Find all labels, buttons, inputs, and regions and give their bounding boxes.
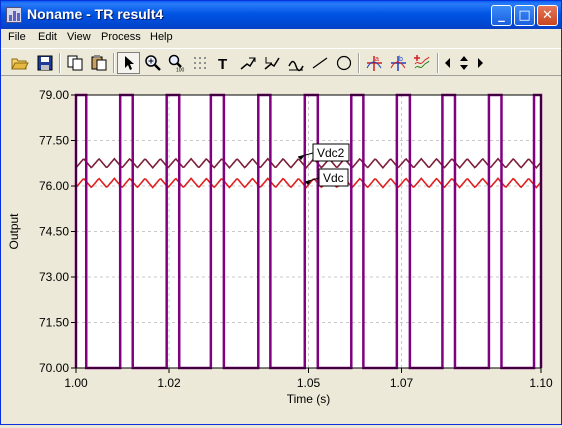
measure3-icon[interactable] — [284, 52, 307, 74]
annotation-box — [312, 143, 350, 162]
svg-text:100: 100 — [176, 68, 185, 73]
cursor-b-icon[interactable]: b — [386, 52, 409, 74]
x-axis-label: Time (s) — [287, 392, 331, 406]
menu-help[interactable]: Help — [150, 31, 173, 43]
annotation-label: Vdc — [323, 171, 344, 185]
annotation-box — [318, 168, 349, 187]
x-tick-label: 1.00 — [64, 376, 88, 390]
scroll-updown-icon[interactable] — [456, 52, 472, 74]
maximize-button[interactable]: □ — [514, 5, 535, 26]
annotation-leader — [304, 177, 320, 183]
save-icon[interactable] — [33, 52, 56, 74]
zoom-in-icon[interactable] — [141, 52, 164, 74]
y-tick-label: 79.00 — [39, 88, 69, 102]
menu-file[interactable]: File — [8, 31, 26, 43]
y-axis-label: Output — [7, 213, 21, 250]
open-folder-icon[interactable] — [8, 52, 31, 74]
close-button[interactable]: ✕ — [537, 5, 558, 26]
copy-icon[interactable] — [63, 52, 86, 74]
minimize-button[interactable]: _ — [491, 5, 512, 26]
annotation-label: Vdc2 — [317, 146, 345, 160]
y-tick-label: 77.50 — [39, 134, 69, 148]
y-tick-label: 74.50 — [39, 225, 69, 239]
series-line-vdc2 — [75, 157, 542, 170]
y-tick-label: 70.00 — [39, 361, 69, 375]
scroll-left-icon[interactable] — [441, 52, 455, 74]
toolbar: 100 T a b — [1, 48, 561, 76]
scroll-right-icon[interactable] — [473, 52, 487, 74]
menu-process[interactable]: Process — [101, 31, 141, 43]
svg-text:a: a — [375, 56, 379, 63]
measure2-icon[interactable] — [260, 52, 283, 74]
menu-edit[interactable]: Edit — [38, 31, 57, 43]
y-tick-label: 73.00 — [39, 270, 69, 284]
menu-view[interactable]: View — [67, 31, 91, 43]
title-bar[interactable]: Noname - TR result4 _ □ ✕ — [1, 1, 561, 29]
circle-icon[interactable] — [332, 52, 355, 74]
app-icon — [6, 7, 22, 23]
x-tick-label: 1.10 — [529, 376, 553, 390]
cursor-a-icon[interactable]: a — [362, 52, 385, 74]
y-tick-label: 76.00 — [39, 179, 69, 193]
series-line-vdc — [75, 177, 542, 189]
plot-background — [76, 95, 541, 368]
svg-text:b: b — [399, 56, 403, 63]
paste-icon[interactable] — [87, 52, 110, 74]
add-trace-icon[interactable] — [410, 52, 433, 74]
zoom-100-icon[interactable]: 100 — [164, 52, 187, 74]
annotation-arrowhead — [298, 156, 304, 160]
line-icon[interactable] — [308, 52, 331, 74]
text-icon[interactable]: T — [212, 52, 235, 74]
chart[interactable]: 70.00 71.50 73.00 74.50 76.00 77.50 79.00 1.00 1… — [1, 77, 561, 424]
x-tick-label: 1.02 — [157, 376, 181, 390]
svg-text:T: T — [218, 56, 227, 72]
x-tick-label: 1.05 — [297, 376, 321, 390]
plot-panel: 70.00 71.50 73.00 74.50 76.00 77.50 79.00 1.00 1… — [1, 77, 561, 424]
grid-icon[interactable] — [188, 52, 211, 74]
annotation-arrowhead — [305, 181, 311, 185]
pointer-icon[interactable] — [117, 52, 140, 74]
measure-icon[interactable] — [236, 52, 259, 74]
x-tick-label: 1.07 — [390, 376, 414, 390]
annotation-leader — [297, 152, 314, 158]
menu-bar: File Edit View Process Help — [1, 29, 561, 48]
y-tick-label: 71.50 — [39, 316, 69, 330]
window-title: Noname - TR result4 — [27, 6, 164, 22]
